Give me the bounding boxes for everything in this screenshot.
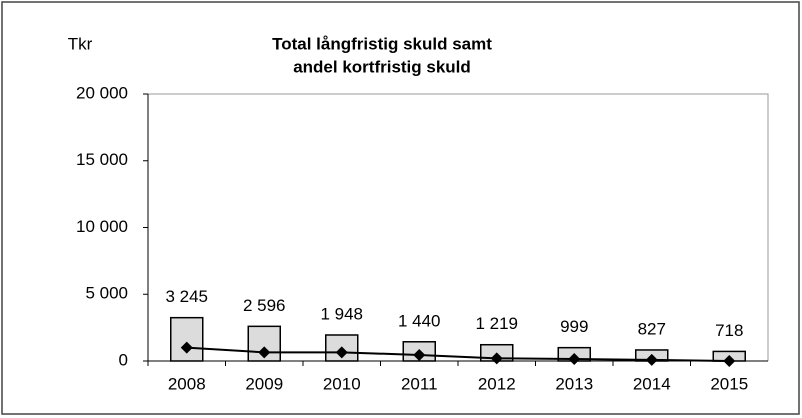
y-tick-label: 5 000 xyxy=(85,284,128,303)
x-tick-label: 2010 xyxy=(323,374,361,393)
y-tick-label: 0 xyxy=(119,350,128,369)
line-marker xyxy=(645,353,658,366)
y-axis-label: Tkr xyxy=(68,34,93,53)
line-marker xyxy=(490,352,503,365)
data-label: 2 596 xyxy=(243,296,286,315)
data-label: 999 xyxy=(560,317,588,336)
data-label: 827 xyxy=(638,319,666,338)
plot-border xyxy=(148,93,769,361)
line-marker xyxy=(568,352,581,365)
line-marker xyxy=(258,346,271,359)
line-marker xyxy=(723,355,736,367)
chart-title: Total långfristig skuld samt xyxy=(272,34,492,53)
line-marker xyxy=(335,346,348,359)
x-tick-label: 2009 xyxy=(245,374,283,393)
line xyxy=(186,346,730,362)
data-label: 718 xyxy=(715,321,743,340)
data-label: 1 219 xyxy=(475,314,518,333)
y-tick-label: 10 000 xyxy=(76,217,128,236)
data-label: 3 245 xyxy=(165,287,208,306)
x-tick-label: 2012 xyxy=(478,374,516,393)
line-marker xyxy=(413,348,426,361)
x-tick-label: 2015 xyxy=(710,374,748,393)
y-tick-label: 15 000 xyxy=(76,150,128,169)
x-tick-label: 2008 xyxy=(168,374,206,393)
x-tick-label: 2014 xyxy=(633,374,671,393)
x-tick-label: 2013 xyxy=(555,374,593,393)
bar xyxy=(170,316,204,362)
x-tick-label: 2011 xyxy=(401,374,438,393)
line-marker xyxy=(180,341,193,354)
data-label: 1 948 xyxy=(320,304,363,323)
y-tick-label: 20 000 xyxy=(76,83,128,102)
data-label: 1 440 xyxy=(398,311,441,330)
bar xyxy=(247,325,281,362)
chart-title: andel kortfristig skuld xyxy=(293,57,471,76)
